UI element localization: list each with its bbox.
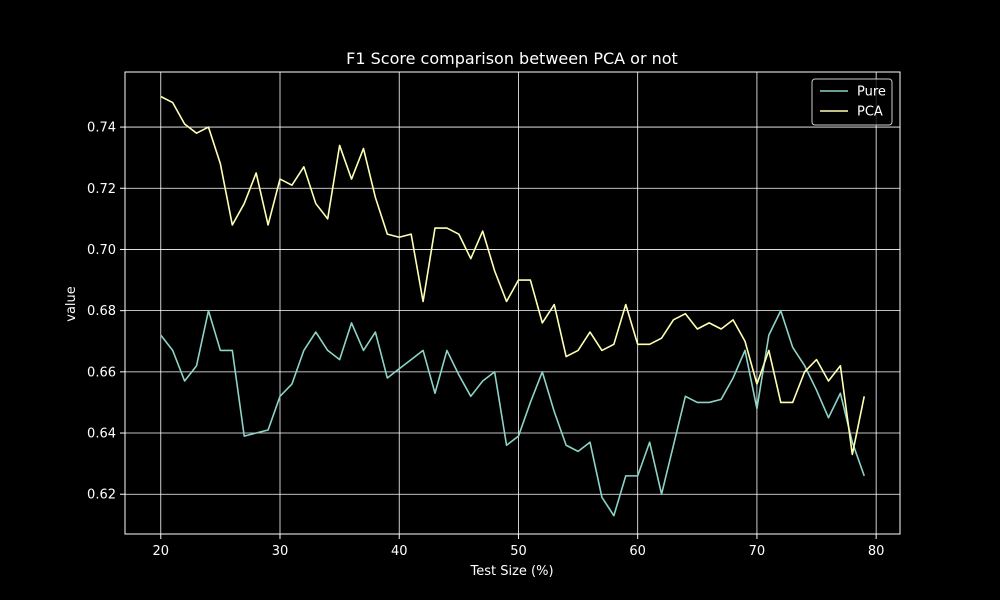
y-tick-label: 0.62 <box>87 488 116 503</box>
x-tick-label: 60 <box>629 544 646 559</box>
plot-area-frame <box>124 71 901 535</box>
y-tick-label: 0.64 <box>87 427 116 442</box>
x-tick-label: 80 <box>868 544 885 559</box>
series-lines <box>160 95 866 517</box>
x-axis-label: Test Size (%) <box>469 564 553 579</box>
x-tick-label: 40 <box>391 544 408 559</box>
x-tick-label: 50 <box>510 544 527 559</box>
y-tick-label: 0.66 <box>87 365 116 380</box>
x-tick-label: 70 <box>749 544 766 559</box>
axis-ticks: 20 30 40 50 60 70 80 0.62 0.64 0.66 0.68 0.70 0.72 0.… <box>87 121 884 559</box>
chart-title: F1 Score comparison between PCA or not <box>346 49 678 68</box>
legend-label-pure: Pure <box>857 85 886 100</box>
legend: Pure PCA <box>811 78 893 126</box>
y-tick-label: 0.72 <box>87 182 116 197</box>
series-line-pca <box>160 95 866 456</box>
x-tick-label: 30 <box>272 544 289 559</box>
series-line-pure <box>160 309 865 517</box>
legend-label-pca: PCA <box>857 105 883 120</box>
y-tick-label: 0.68 <box>87 304 116 319</box>
x-tick-label: 20 <box>152 544 169 559</box>
y-axis-label: value <box>64 286 79 322</box>
y-tick-label: 0.70 <box>87 243 116 258</box>
y-tick-label: 0.74 <box>87 121 116 136</box>
